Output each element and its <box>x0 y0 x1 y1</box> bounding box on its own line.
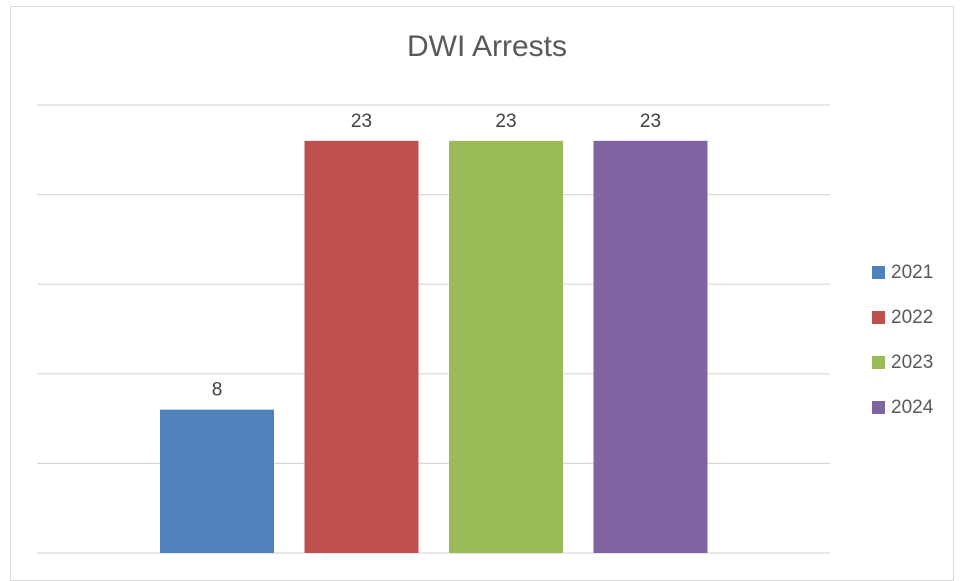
legend-swatch <box>872 356 885 369</box>
chart-title: DWI Arrests <box>406 30 567 63</box>
legend-label: 2023 <box>891 351 934 373</box>
legend-label: 2021 <box>891 261 934 283</box>
bar-2023 <box>449 140 563 553</box>
data-label-2023: 23 <box>495 111 516 132</box>
legend-item-2024: 2024 <box>872 385 952 430</box>
data-label-2022: 23 <box>351 111 372 132</box>
legend-label: 2024 <box>891 396 934 418</box>
data-label-2021: 8 <box>212 380 223 401</box>
legend-item-2023: 2023 <box>872 340 952 385</box>
legend-item-2021: 2021 <box>872 250 952 295</box>
bar-2024 <box>593 140 708 553</box>
bar-2021 <box>160 409 274 553</box>
legend-label: 2022 <box>891 306 934 328</box>
legend-swatch <box>872 311 885 324</box>
gridlines <box>37 104 830 554</box>
bar-2022 <box>304 140 419 553</box>
legend-item-2022: 2022 <box>872 295 952 340</box>
data-label-2024: 23 <box>640 111 661 132</box>
bars <box>160 140 708 553</box>
legend-swatch <box>872 266 885 279</box>
data-labels: 8 23 23 23 <box>212 111 661 401</box>
legend: 2021 2022 2023 2024 <box>872 250 952 430</box>
legend-swatch <box>872 401 885 414</box>
